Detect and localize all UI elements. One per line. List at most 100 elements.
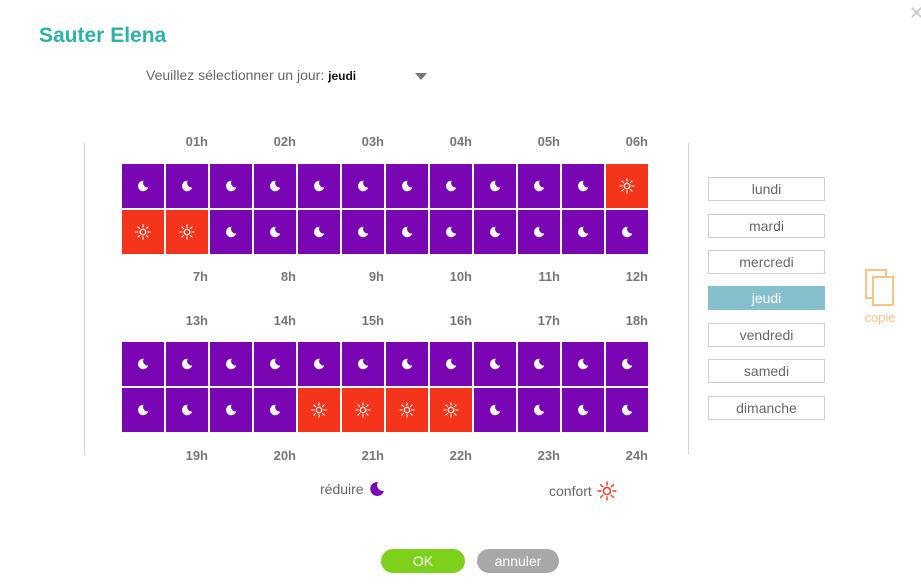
- moon-icon: [533, 404, 545, 416]
- slot-reduce[interactable]: [122, 342, 164, 386]
- slot-reduce[interactable]: [298, 164, 340, 208]
- chevron-down-icon[interactable]: [415, 73, 427, 80]
- slot-reduce[interactable]: [210, 342, 252, 386]
- slot-reduce[interactable]: [166, 164, 208, 208]
- moon-icon: [401, 358, 413, 370]
- schedule-row: [122, 164, 650, 208]
- hour-label: 24h: [625, 448, 648, 463]
- slot-reduce[interactable]: [166, 388, 208, 432]
- slot-reduce[interactable]: [562, 210, 604, 254]
- copy-label: copie: [864, 310, 896, 325]
- slot-reduce[interactable]: [342, 342, 384, 386]
- slot-reduce[interactable]: [430, 210, 472, 254]
- slot-comfort[interactable]: [430, 388, 472, 432]
- day-button-mercredi[interactable]: mercredi: [708, 250, 825, 274]
- moon-icon: [489, 404, 501, 416]
- moon-icon: [489, 358, 501, 370]
- slot-reduce[interactable]: [254, 164, 296, 208]
- hour-label: 16h: [449, 313, 472, 328]
- slot-reduce[interactable]: [430, 342, 472, 386]
- slot-comfort[interactable]: [298, 388, 340, 432]
- slot-reduce[interactable]: [518, 342, 560, 386]
- moon-icon: [313, 226, 325, 238]
- slot-reduce[interactable]: [386, 210, 428, 254]
- slot-comfort[interactable]: [606, 164, 648, 208]
- cancel-button[interactable]: annuler: [477, 549, 559, 573]
- slot-reduce[interactable]: [210, 210, 252, 254]
- moon-icon: [357, 226, 369, 238]
- moon-icon: [357, 180, 369, 192]
- slot-reduce[interactable]: [562, 342, 604, 386]
- day-button-mardi[interactable]: mardi: [708, 214, 825, 238]
- slot-comfort[interactable]: [386, 388, 428, 432]
- slot-comfort[interactable]: [342, 388, 384, 432]
- legend-comfort-label: confort: [549, 483, 592, 499]
- slot-reduce[interactable]: [474, 342, 516, 386]
- slot-reduce[interactable]: [518, 388, 560, 432]
- slot-reduce[interactable]: [122, 164, 164, 208]
- slot-reduce[interactable]: [386, 342, 428, 386]
- close-icon[interactable]: ✕: [909, 3, 921, 23]
- hour-label: 19h: [185, 448, 208, 463]
- day-button-jeudi[interactable]: jeudi: [708, 286, 825, 310]
- moon-icon: [533, 226, 545, 238]
- legend-comfort: confort: [549, 481, 617, 501]
- moon-icon: [489, 180, 501, 192]
- slot-reduce[interactable]: [298, 342, 340, 386]
- slot-reduce[interactable]: [210, 164, 252, 208]
- slot-reduce[interactable]: [562, 164, 604, 208]
- schedule-row: [122, 210, 650, 254]
- slot-reduce[interactable]: [430, 164, 472, 208]
- hour-label: 10h: [449, 269, 472, 284]
- day-select-label: Veuillez sélectionner un jour:: [146, 67, 325, 83]
- moon-icon: [577, 180, 589, 192]
- moon-icon: [533, 358, 545, 370]
- moon-icon: [533, 180, 545, 192]
- moon-icon: [369, 481, 384, 496]
- hour-label: 20h: [273, 448, 296, 463]
- slot-reduce[interactable]: [474, 210, 516, 254]
- moon-icon: [577, 226, 589, 238]
- copy-button[interactable]: copie: [858, 268, 902, 325]
- day-button-dimanche[interactable]: dimanche: [708, 396, 825, 420]
- slot-reduce[interactable]: [254, 388, 296, 432]
- day-button-vendredi[interactable]: vendredi: [708, 323, 825, 347]
- slot-comfort[interactable]: [166, 210, 208, 254]
- slot-reduce[interactable]: [606, 342, 648, 386]
- hour-label: 21h: [361, 448, 384, 463]
- slot-reduce[interactable]: [254, 210, 296, 254]
- slot-reduce[interactable]: [386, 164, 428, 208]
- slot-reduce[interactable]: [606, 210, 648, 254]
- day-select-value[interactable]: jeudi: [328, 69, 357, 83]
- slot-reduce[interactable]: [210, 388, 252, 432]
- slot-reduce[interactable]: [342, 210, 384, 254]
- slot-reduce[interactable]: [166, 342, 208, 386]
- slot-reduce[interactable]: [342, 164, 384, 208]
- slot-reduce[interactable]: [474, 388, 516, 432]
- slot-reduce[interactable]: [518, 210, 560, 254]
- legend-reduce: réduire: [320, 481, 385, 497]
- sun-icon: [399, 402, 415, 418]
- slot-reduce[interactable]: [562, 388, 604, 432]
- day-button-lundi[interactable]: lundi: [708, 177, 825, 201]
- ok-button[interactable]: OK: [381, 549, 465, 573]
- hour-label: 06h: [625, 134, 648, 149]
- day-select[interactable]: Veuillez sélectionner un jour: jeudi: [146, 67, 356, 83]
- hour-label: 18h: [625, 313, 648, 328]
- moon-icon: [621, 358, 633, 370]
- moon-icon: [269, 358, 281, 370]
- slot-comfort[interactable]: [122, 210, 164, 254]
- moon-icon: [621, 226, 633, 238]
- hour-label: 8h: [280, 269, 296, 284]
- slot-reduce[interactable]: [606, 388, 648, 432]
- moon-icon: [621, 404, 633, 416]
- slot-reduce[interactable]: [298, 210, 340, 254]
- moon-icon: [225, 358, 237, 370]
- divider-left: [84, 143, 85, 455]
- slot-reduce[interactable]: [518, 164, 560, 208]
- moon-icon: [489, 226, 501, 238]
- day-button-samedi[interactable]: samedi: [708, 359, 825, 383]
- slot-reduce[interactable]: [254, 342, 296, 386]
- slot-reduce[interactable]: [122, 388, 164, 432]
- slot-reduce[interactable]: [474, 164, 516, 208]
